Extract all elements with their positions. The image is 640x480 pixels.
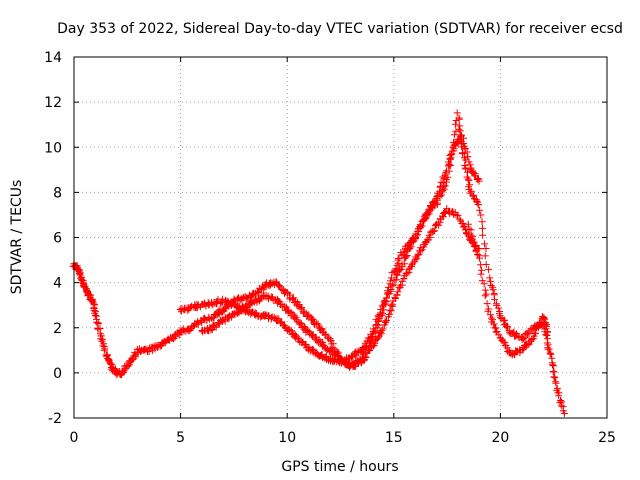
plot-frame xyxy=(73,56,608,419)
x-tick-label: 5 xyxy=(176,430,185,446)
plot-area xyxy=(69,109,568,417)
x-tick-label: 0 xyxy=(70,430,79,446)
series-markers xyxy=(176,131,483,367)
y-tick-label: 6 xyxy=(53,231,62,247)
y-tick-label: 8 xyxy=(53,185,62,201)
chart-title: Day 353 of 2022, Sidereal Day-to-day VTE… xyxy=(57,21,623,37)
y-tick-label: 0 xyxy=(53,366,62,382)
x-tick-label: 10 xyxy=(278,430,296,446)
series-markers xyxy=(69,109,568,417)
x-tick-label: 20 xyxy=(491,430,509,446)
y-axis-ticks: -2 0 2 4 6 8 10 12 14 xyxy=(44,50,607,427)
series-sdtvar-d xyxy=(464,220,552,359)
series-markers xyxy=(464,220,552,359)
y-tick-label: 2 xyxy=(53,321,62,337)
x-axis-label: GPS time / hours xyxy=(281,459,398,475)
series-sdtvar-b xyxy=(176,131,483,367)
grid xyxy=(74,57,607,418)
y-tick-label: -2 xyxy=(48,411,62,427)
y-tick-label: 10 xyxy=(44,140,62,156)
y-tick-label: 14 xyxy=(44,50,62,66)
y-axis-label: SDTVAR / TECUs xyxy=(9,180,25,295)
x-tick-label: 15 xyxy=(385,430,403,446)
x-axis-ticks: 0 5 10 15 20 25 xyxy=(70,57,616,446)
series-markers xyxy=(198,205,483,371)
y-tick-label: 4 xyxy=(53,276,62,292)
y-tick-label: 12 xyxy=(44,95,62,111)
series-sdtvar-c xyxy=(198,205,483,371)
series-sdtvar xyxy=(69,109,568,417)
x-tick-label: 25 xyxy=(598,430,616,446)
